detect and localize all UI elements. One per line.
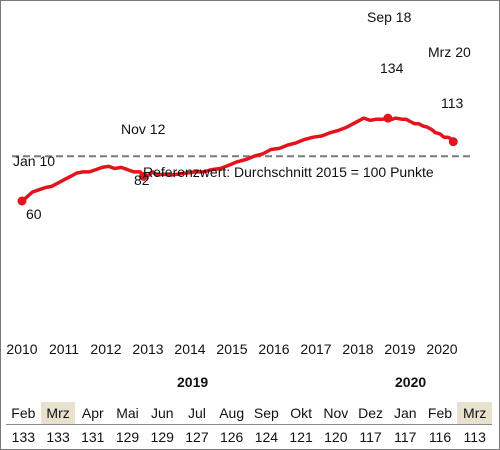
table-value-cell: 133 <box>46 429 70 445</box>
table-year-header-2019: 2019 <box>177 374 209 390</box>
table-month-cell: Apr <box>81 405 104 421</box>
table-value-cell: 127 <box>185 429 209 445</box>
table-value-cell: 117 <box>359 429 382 445</box>
table-month-cell: Nov <box>323 405 349 421</box>
table-value-cell: 129 <box>115 429 140 445</box>
annotation-value-113: 113 <box>441 95 464 111</box>
table-value-cell: 121 <box>289 429 313 445</box>
table-month-cell: Feb <box>427 405 453 421</box>
x-tick-2018: 2018 <box>342 341 374 357</box>
table-value-cell: 129 <box>150 429 174 445</box>
x-tick-2011: 2011 <box>48 341 80 357</box>
x-tick-2017: 2017 <box>300 341 332 357</box>
table-month-cell: Okt <box>290 405 312 421</box>
table-year-header-2020: 2020 <box>395 374 427 390</box>
table-value-cell: 131 <box>81 429 105 445</box>
x-tick-2015: 2015 <box>216 341 248 357</box>
table-month-cell: Jul <box>188 405 206 421</box>
table-month-cell: Aug <box>219 405 245 421</box>
x-tick-2016: 2016 <box>258 341 290 357</box>
table-value-cell: 120 <box>324 429 348 445</box>
table-month-cell: Jun <box>150 405 174 421</box>
table-month-cell: Dez <box>358 405 383 421</box>
x-tick-2012: 2012 <box>90 341 122 357</box>
table-value-cell: 133 <box>11 429 36 445</box>
x-tick-2019: 2019 <box>384 341 416 357</box>
point-marker <box>448 137 458 147</box>
table-row-divider <box>6 424 492 425</box>
x-tick-2020: 2020 <box>426 341 458 357</box>
annotation-label-jan10: Jan 10 <box>13 153 56 169</box>
annotation-value-134: 134 <box>380 60 404 76</box>
annotation-label-sep18: Sep 18 <box>367 9 412 25</box>
table-month-cell: Feb <box>11 405 36 421</box>
table-month-cell: Jan <box>393 405 417 421</box>
annotation-label-mrz20: Mrz 20 <box>428 44 471 60</box>
point-marker <box>17 196 27 206</box>
annotation-label-nov12: Nov 12 <box>121 121 166 137</box>
annotation-markers <box>17 113 458 206</box>
table-months-row: Feb Mrz Apr Mai Jun Jul Aug Sep Okt Nov … <box>6 402 493 424</box>
reference-label: Referenzwert: Durchschnitt 2015 = 100 Pu… <box>143 164 434 180</box>
x-tick-2010: 2010 <box>6 341 38 357</box>
table-value-cell: 124 <box>254 429 279 445</box>
x-tick-2013: 2013 <box>132 341 164 357</box>
table-value-cell: 113 <box>463 429 486 445</box>
table-value-cell: 117 <box>394 429 417 445</box>
x-tick-2014: 2014 <box>174 341 206 357</box>
point-marker <box>139 171 149 181</box>
series-line <box>20 116 456 203</box>
table-month-cell: Sep <box>253 405 279 421</box>
annotation-value-82: 82 <box>134 172 150 188</box>
table-values-row: 133 133 131 129 129 127 126 124 121 120 … <box>6 426 492 448</box>
annotation-value-60: 60 <box>26 206 42 222</box>
table-month-cell: Mai <box>116 405 139 421</box>
table-month-cell-highlighted: Mrz <box>40 402 76 424</box>
table-month-cell-highlighted: Mrz <box>457 402 493 424</box>
table-value-cell: 126 <box>219 429 244 445</box>
table-value-cell: 116 <box>428 429 452 445</box>
point-marker <box>383 113 393 123</box>
